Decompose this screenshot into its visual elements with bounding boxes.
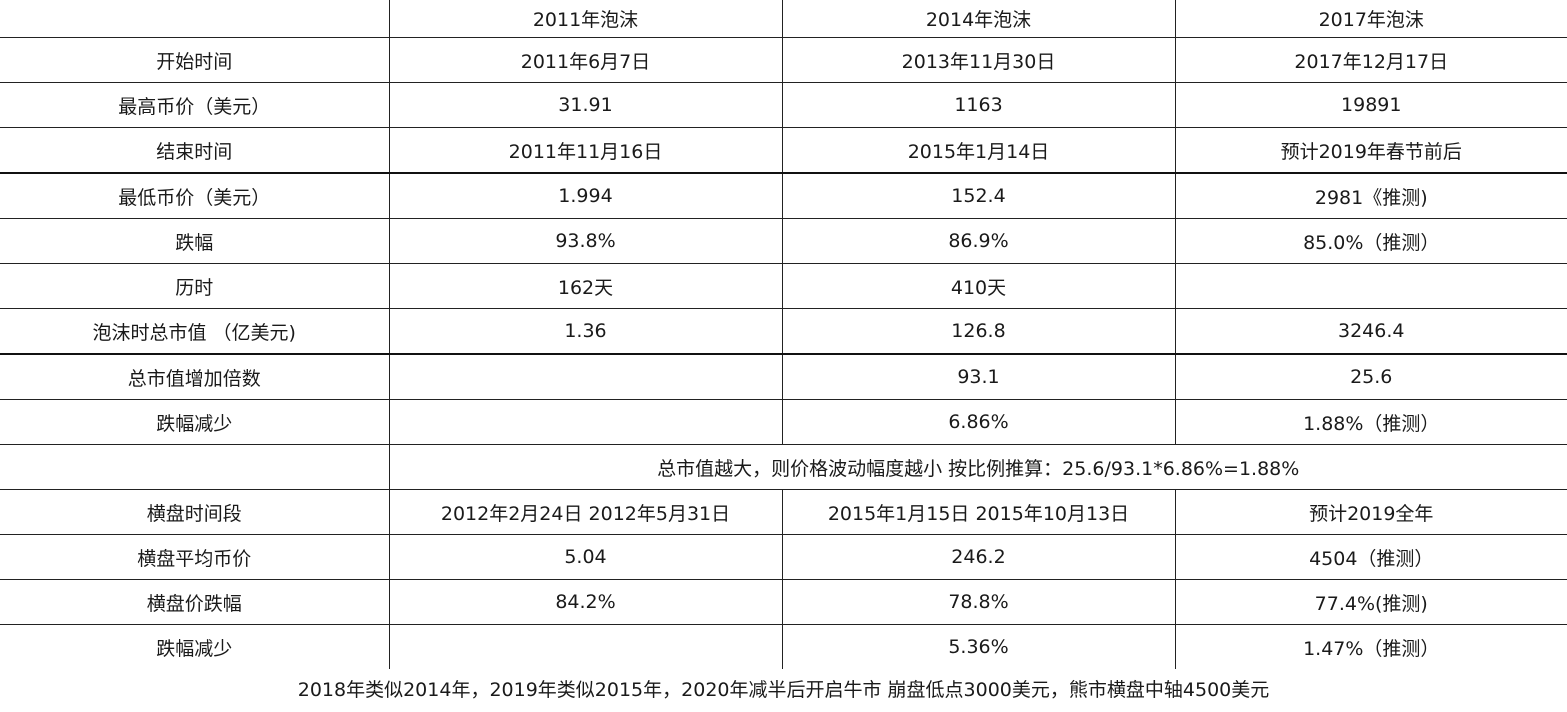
table-cell: 2017年12月17日 — [1175, 37, 1567, 83]
table-row: 最高币价（美元） 31.91 1163 19891 — [0, 82, 1567, 128]
table-row: 横盘平均币价 5.04 246.2 4504（推测） — [0, 534, 1567, 580]
table-cell: 84.2% — [389, 579, 783, 625]
table-cell: 1.36 — [389, 308, 783, 355]
table-cell: 93.1 — [782, 354, 1176, 400]
table-cell — [389, 354, 783, 400]
table-cell: 77.4%(推测) — [1175, 579, 1567, 625]
table-row: 横盘价跌幅 84.2% 78.8% 77.4%(推测) — [0, 579, 1567, 625]
header-cell-2011: 2011年泡沫 — [389, 0, 783, 38]
row-label: 最高币价（美元） — [0, 82, 390, 128]
table-cell: 5.36% — [782, 624, 1176, 669]
note-row-empty-cell — [0, 444, 390, 490]
table-row: 历时 162天 410天 — [0, 263, 1567, 309]
table-cell: 85.0%（推测） — [1175, 218, 1567, 264]
row-label: 泡沫时总市值 （亿美元) — [0, 308, 390, 355]
table-cell: 预计2019全年 — [1175, 489, 1567, 535]
table-cell: 25.6 — [1175, 354, 1567, 400]
table-cell: 162天 — [389, 263, 783, 309]
row-label: 横盘平均币价 — [0, 534, 390, 580]
table-cell — [1175, 263, 1567, 309]
row-label: 结束时间 — [0, 127, 390, 174]
table-row: 泡沫时总市值 （亿美元) 1.36 126.8 3246.4 — [0, 308, 1567, 355]
table-row: 总市值增加倍数 93.1 25.6 — [0, 354, 1567, 400]
row-label: 历时 — [0, 263, 390, 309]
note-row: 总市值越大，则价格波动幅度越小 按比例推算：25.6/93.1*6.86%=1.… — [0, 444, 1567, 490]
table-cell: 410天 — [782, 263, 1176, 309]
row-label: 横盘价跌幅 — [0, 579, 390, 625]
table-row: 结束时间 2011年11月16日 2015年1月14日 预计2019年春节前后 — [0, 127, 1567, 174]
row-label: 最低币价（美元） — [0, 173, 390, 219]
row-label: 跌幅减少 — [0, 399, 390, 445]
table-cell: 预计2019年春节前后 — [1175, 127, 1567, 174]
table-cell: 2981《推测) — [1175, 173, 1567, 219]
table-row: 横盘时间段 2012年2月24日 2012年5月31日 2015年1月15日 2… — [0, 489, 1567, 535]
table-cell: 1.47%（推测） — [1303, 637, 1440, 660]
table-cell: 86.9% — [782, 218, 1176, 264]
table-cell: 246.2 — [782, 534, 1176, 580]
footer-summary-text: 2018年类似2014年，2019年类似2015年，2020年减半后开启牛市 崩… — [297, 679, 1270, 701]
table-cell: 1.88%（推测） — [1175, 399, 1567, 445]
table-cell: 31.91 — [389, 82, 783, 128]
table-cell: 2013年11月30日 — [782, 37, 1176, 83]
header-cell-empty — [0, 0, 390, 38]
table-row: 跌幅 93.8% 86.9% 85.0%（推测） — [0, 218, 1567, 264]
table-row: 最低币价（美元） 1.994 152.4 2981《推测) — [0, 173, 1567, 219]
note-text: 总市值越大，则价格波动幅度越小 按比例推算：25.6/93.1*6.86%=1.… — [389, 444, 1567, 490]
table-cell: 126.8 — [782, 308, 1176, 355]
table-cell: 4504（推测） — [1175, 534, 1567, 580]
header-cell-2017: 2017年泡沫 — [1175, 0, 1567, 38]
bubble-comparison-table: 2011年泡沫 2014年泡沫 2017年泡沫 开始时间 2011年6月7日 2… — [0, 0, 1567, 669]
table-cell: 3246.4 — [1175, 308, 1567, 355]
table-cell: 93.8% — [389, 218, 783, 264]
table-cell — [389, 399, 783, 445]
row-label: 跌幅减少 — [0, 624, 390, 669]
table-cell: 2015年1月14日 — [782, 127, 1176, 174]
header-cell-2014: 2014年泡沫 — [782, 0, 1176, 38]
table-cell: 5.04 — [389, 534, 783, 580]
row-label: 横盘时间段 — [0, 489, 390, 535]
table-cell: 1.994 — [389, 173, 783, 219]
table-row: 开始时间 2011年6月7日 2013年11月30日 2017年12月17日 — [0, 37, 1567, 83]
table-row: 跌幅减少 6.86% 1.88%（推测） — [0, 399, 1567, 445]
row-label: 总市值增加倍数 — [0, 354, 390, 400]
table-cell: 2012年2月24日 2012年5月31日 — [389, 489, 783, 535]
table-cell: 78.8% — [782, 579, 1176, 625]
row-label: 开始时间 — [0, 37, 390, 83]
table-row: 跌幅减少 5.36% 1.47%（推测） — [0, 624, 1567, 669]
table-cell: 19891 — [1175, 82, 1567, 128]
table-cell: 2015年1月15日 2015年10月13日 — [782, 489, 1176, 535]
table-cell: 152.4 — [782, 173, 1176, 219]
header-row: 2011年泡沫 2014年泡沫 2017年泡沫 — [0, 0, 1567, 38]
table-cell: 2011年11月16日 — [389, 127, 783, 174]
table-cell — [389, 624, 783, 669]
table-cell: 1163 — [782, 82, 1176, 128]
row-label: 跌幅 — [0, 218, 390, 264]
table-cell: 2011年6月7日 — [389, 37, 783, 83]
table-cell: 6.86% — [782, 399, 1176, 445]
